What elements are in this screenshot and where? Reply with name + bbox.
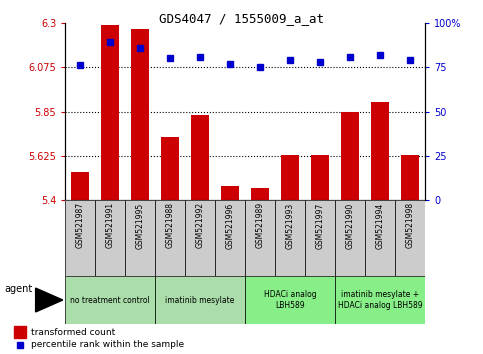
Text: GSM521998: GSM521998 bbox=[406, 202, 414, 249]
Text: HDACi analog
LBH589: HDACi analog LBH589 bbox=[264, 290, 316, 310]
Bar bbox=[275, 200, 305, 276]
Text: agent: agent bbox=[5, 284, 33, 295]
Bar bbox=[365, 200, 395, 276]
Bar bbox=[155, 200, 185, 276]
Bar bbox=[395, 200, 425, 276]
Bar bbox=[305, 200, 335, 276]
Polygon shape bbox=[36, 288, 63, 312]
Bar bbox=[185, 200, 215, 276]
Text: imatinib mesylate +
HDACi analog LBH589: imatinib mesylate + HDACi analog LBH589 bbox=[338, 290, 422, 310]
Bar bbox=[215, 200, 245, 276]
Bar bbox=[335, 200, 365, 276]
Text: GSM521988: GSM521988 bbox=[166, 202, 175, 248]
Text: percentile rank within the sample: percentile rank within the sample bbox=[31, 340, 184, 349]
Bar bbox=[245, 276, 335, 324]
Bar bbox=[191, 115, 209, 200]
Text: transformed count: transformed count bbox=[31, 327, 115, 337]
Bar bbox=[245, 200, 275, 276]
Bar bbox=[281, 155, 299, 200]
Bar bbox=[155, 276, 245, 324]
Text: GSM521987: GSM521987 bbox=[76, 202, 85, 249]
Bar bbox=[101, 25, 119, 200]
Bar bbox=[65, 276, 155, 324]
Bar bbox=[71, 172, 89, 200]
Bar bbox=[14, 326, 26, 338]
Bar bbox=[401, 155, 419, 200]
Bar bbox=[341, 112, 359, 200]
Bar bbox=[131, 29, 149, 200]
Text: GSM521993: GSM521993 bbox=[285, 202, 295, 249]
Text: GSM521992: GSM521992 bbox=[196, 202, 205, 249]
Text: GSM521997: GSM521997 bbox=[315, 202, 325, 249]
Text: GDS4047 / 1555009_a_at: GDS4047 / 1555009_a_at bbox=[159, 12, 324, 25]
Bar bbox=[371, 102, 389, 200]
Text: imatinib mesylate: imatinib mesylate bbox=[166, 296, 235, 304]
Bar bbox=[95, 200, 125, 276]
Bar bbox=[335, 276, 425, 324]
Bar bbox=[251, 188, 269, 200]
Text: GSM521995: GSM521995 bbox=[136, 202, 145, 249]
Bar bbox=[125, 200, 155, 276]
Bar bbox=[65, 200, 95, 276]
Bar bbox=[221, 186, 239, 200]
Text: GSM521989: GSM521989 bbox=[256, 202, 265, 249]
Text: GSM521994: GSM521994 bbox=[376, 202, 384, 249]
Bar bbox=[161, 137, 179, 200]
Text: no treatment control: no treatment control bbox=[71, 296, 150, 304]
Text: GSM521990: GSM521990 bbox=[345, 202, 355, 249]
Text: GSM521991: GSM521991 bbox=[106, 202, 114, 249]
Bar bbox=[311, 155, 329, 200]
Text: GSM521996: GSM521996 bbox=[226, 202, 235, 249]
